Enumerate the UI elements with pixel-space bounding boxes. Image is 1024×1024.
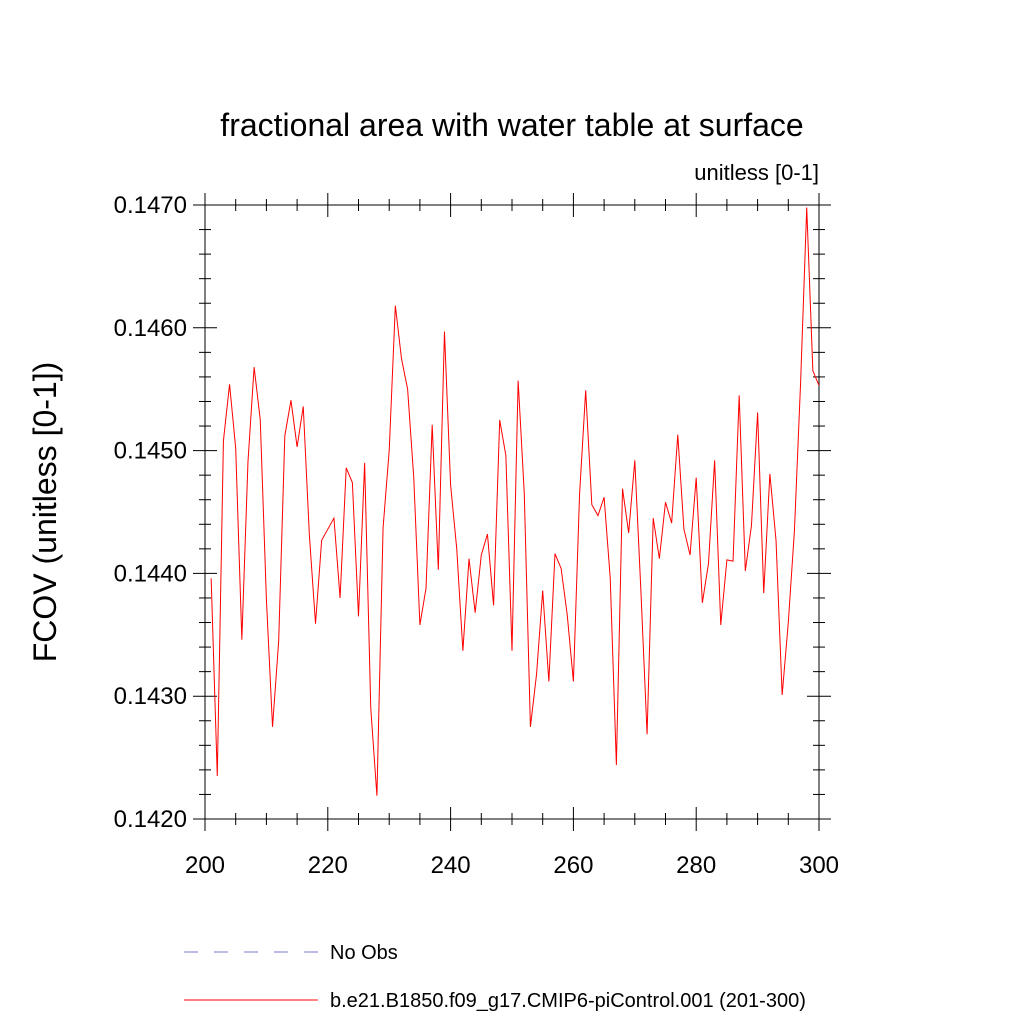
x-tick-labels: 200 220 240 260 280 300 <box>185 852 839 879</box>
y-tick-label: 0.1470 <box>114 192 187 219</box>
plot-frame <box>204 204 820 820</box>
x-tick-label: 260 <box>553 852 593 879</box>
legend-label: b.e21.B1850.f09_g17.CMIP6-piControl.001 … <box>330 990 806 1012</box>
axis-ticks <box>193 193 831 831</box>
y-tick-label: 0.1430 <box>114 683 187 710</box>
x-tick-label: 280 <box>676 852 716 879</box>
legend-label: No Obs <box>330 942 398 964</box>
series-layer <box>210 207 820 796</box>
y-tick-label: 0.1440 <box>114 560 187 587</box>
x-tick-label: 300 <box>799 852 839 879</box>
x-tick-label: 200 <box>185 852 225 879</box>
y-tick-labels: 0.1420 0.1430 0.1440 0.1450 0.1460 0.1470 <box>114 192 187 833</box>
x-tick-label: 240 <box>431 852 471 879</box>
x-tick-label: 220 <box>308 852 348 879</box>
legend: No Obs b.e21.B1850.f09_g17.CMIP6-piContro… <box>184 942 806 1012</box>
series-line <box>210 207 820 796</box>
y-tick-label: 0.1460 <box>114 315 187 342</box>
chart-subtitle: unitless [0-1] <box>694 160 819 185</box>
y-tick-label: 0.1450 <box>114 438 187 465</box>
y-tick-label: 0.1420 <box>114 806 187 833</box>
y-axis-label: FCOV (unitless [0-1]) <box>27 362 63 663</box>
chart-title: fractional area with water table at surf… <box>220 107 803 143</box>
